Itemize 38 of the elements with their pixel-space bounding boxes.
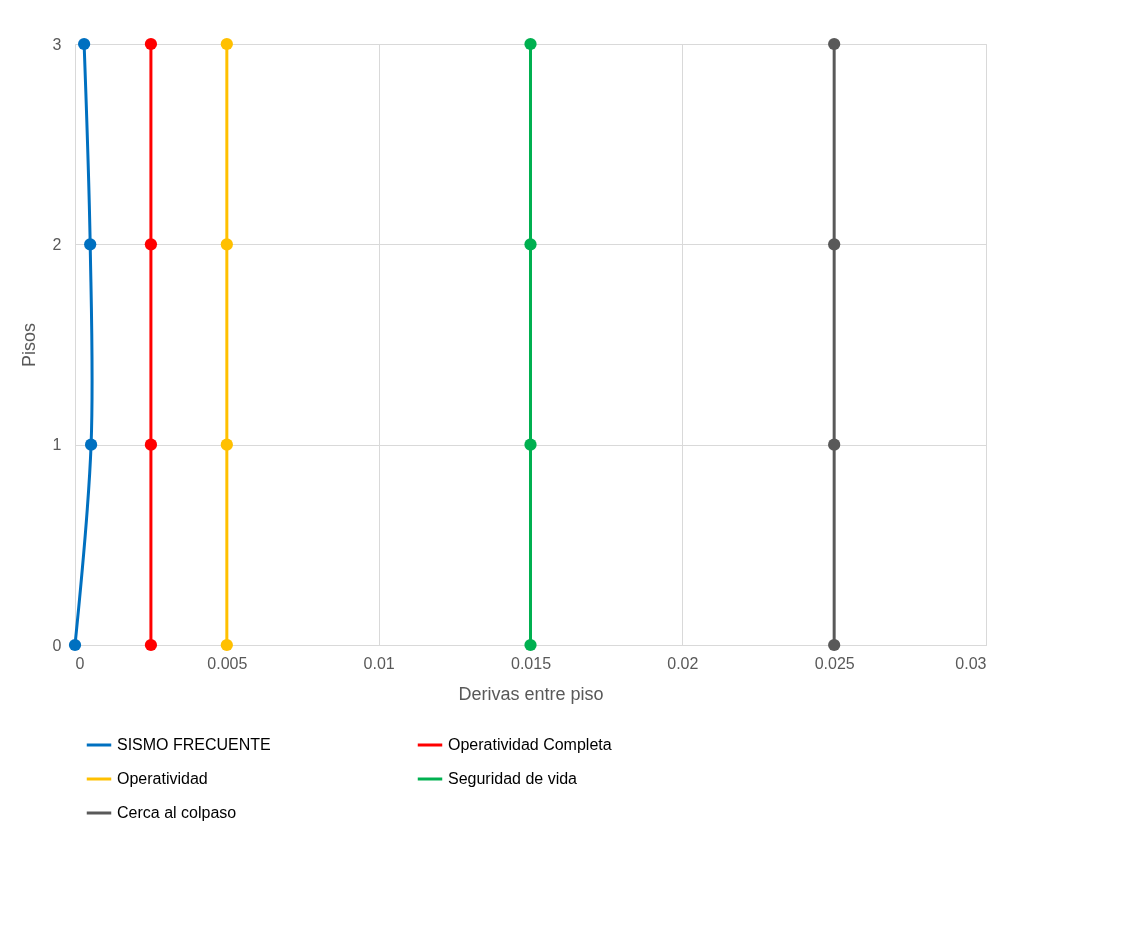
point (84, 238, 97, 251)
legend-label: Seguridad de vida (448, 770, 578, 787)
legend-label: Operatividad (117, 770, 208, 787)
point (524, 438, 537, 451)
x-tick-label: 0.015 (510, 654, 552, 672)
point (828, 37, 841, 51)
x-tick-label: 0.03 (955, 654, 987, 672)
point (84, 438, 98, 451)
point (144, 438, 158, 451)
point (144, 37, 158, 51)
y-tick-label: 2 (52, 235, 62, 253)
x-tick-label: 0.025 (814, 654, 855, 672)
x-tick-label: 0 (75, 654, 85, 672)
x-tick-label: 0.01 (363, 654, 395, 672)
point (524, 638, 537, 652)
y-axis-title: Pisos (18, 322, 39, 368)
point (828, 638, 841, 652)
point (524, 37, 537, 51)
legend-label: SISMO FRECUENTE (117, 736, 271, 753)
x-axis-title: Derivas entre piso (458, 683, 604, 704)
point (77, 37, 91, 51)
point (828, 238, 841, 251)
point (828, 438, 841, 451)
y-tick-label: 3 (52, 35, 62, 53)
point (144, 638, 158, 652)
point (144, 238, 158, 251)
x-tick-label: 0.005 (207, 654, 248, 672)
y-tick-label: 0 (52, 636, 62, 654)
legend-label: Operatividad Completa (448, 736, 612, 753)
legend-label: Cerca al colpaso (117, 804, 237, 821)
point (68, 638, 82, 652)
x-tick-label: 0.02 (667, 654, 699, 672)
point (220, 238, 233, 251)
point (524, 238, 537, 251)
point (220, 37, 233, 51)
point (220, 438, 233, 451)
point (220, 638, 233, 652)
y-tick-label: 1 (52, 436, 62, 454)
